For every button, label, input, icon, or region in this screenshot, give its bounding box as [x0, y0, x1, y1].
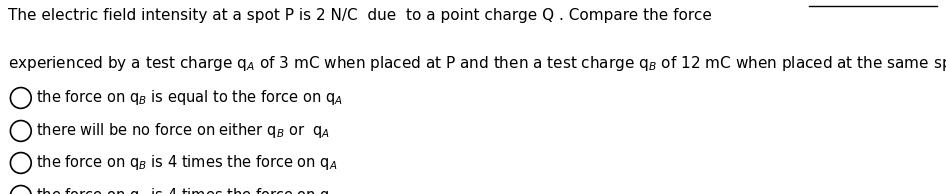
Text: the force on q$_B$ is equal to the force on q$_A$: the force on q$_B$ is equal to the force…	[36, 88, 342, 107]
Text: the force on q$_A$ is 4 times the force on q$_B$: the force on q$_A$ is 4 times the force …	[36, 186, 338, 194]
Text: the force on q$_B$ is 4 times the force on q$_A$: the force on q$_B$ is 4 times the force …	[36, 153, 338, 172]
Text: there will be no force on either q$_B$ or  q$_A$: there will be no force on either q$_B$ o…	[36, 121, 330, 140]
Text: experienced by a test charge q$_A$ of 3 mC when placed at P and then a test char: experienced by a test charge q$_A$ of 3 …	[8, 54, 946, 73]
Text: The electric field intensity at a spot P is 2 N/C  due  to a point charge Q . Co: The electric field intensity at a spot P…	[8, 8, 711, 23]
